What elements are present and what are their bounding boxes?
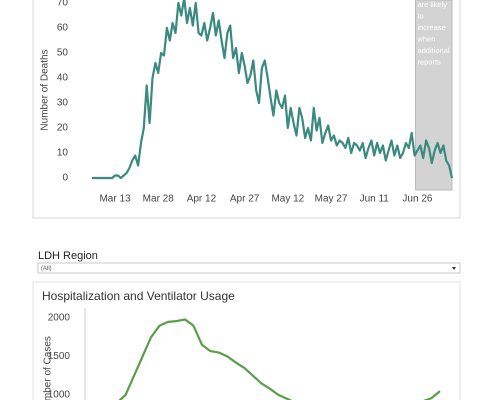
x-tick-label: Apr 27 <box>230 194 260 205</box>
y-tick-label: 40 <box>57 73 69 84</box>
dropdown-value: (All) <box>41 266 52 272</box>
x-tick-label: May 12 <box>271 194 304 205</box>
y-tick-label: 0 <box>62 173 68 184</box>
dropdown[interactable] <box>37 262 461 274</box>
data-line <box>118 318 441 400</box>
y-tick-label: 1000 <box>48 390 71 400</box>
x-tick-label: Apr 12 <box>187 194 217 205</box>
chart-title: Hospitalization and Ventilator Usage <box>42 289 235 303</box>
x-tick-label: Mar 13 <box>99 194 131 205</box>
annotation: increase <box>417 23 445 32</box>
x-tick-label: Jun 26 <box>402 194 432 205</box>
y-tick-label: 10 <box>57 148 69 159</box>
annotation: are likely <box>417 0 447 9</box>
annotation: when <box>416 34 435 43</box>
y-axis-label: Number of Deaths <box>40 49 51 130</box>
y-tick-label: 20 <box>57 123 69 134</box>
x-tick-label: Jun 11 <box>360 194 390 205</box>
data-line <box>92 0 454 180</box>
panel <box>32 0 461 219</box>
y-tick-label: 70 <box>57 0 69 9</box>
y-tick-label: 50 <box>57 48 69 59</box>
y-tick-label: 60 <box>57 23 69 34</box>
x-tick-label: May 27 <box>315 194 348 205</box>
dropdown-arrow <box>452 267 456 270</box>
y-tick-label: 1500 <box>48 351 71 362</box>
y-tick-label: 2000 <box>48 313 71 324</box>
annotation: reports <box>417 57 441 66</box>
annotation: to <box>417 11 423 20</box>
y-axis-label: Number of Cases <box>43 336 54 400</box>
annotation: additional <box>417 46 449 55</box>
y-tick-label: 30 <box>57 98 69 109</box>
filter-label: LDH Region <box>38 250 98 262</box>
panel <box>32 281 461 400</box>
x-tick-label: Mar 28 <box>143 194 175 205</box>
